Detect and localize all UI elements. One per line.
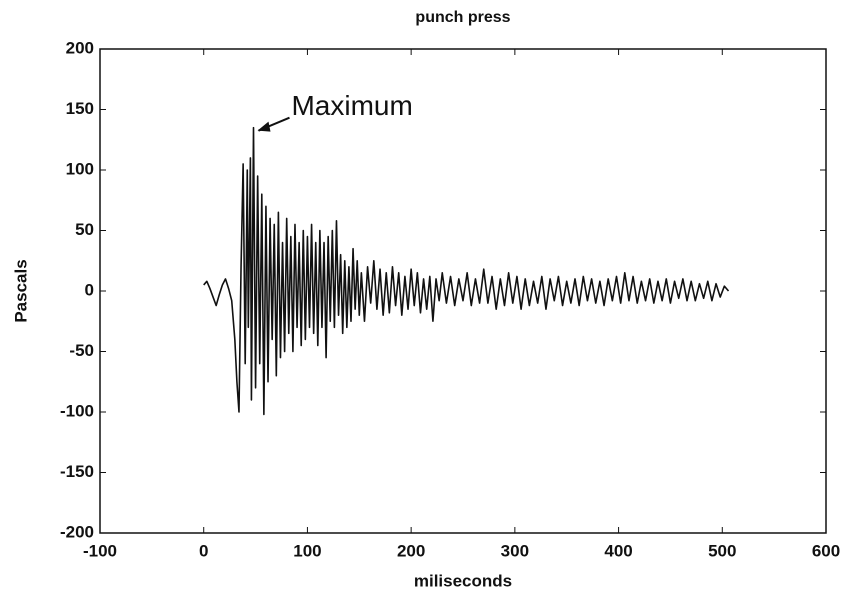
y-tick-label: 100 bbox=[66, 159, 94, 178]
x-tick-label: 0 bbox=[199, 541, 208, 560]
x-tick-label: 400 bbox=[604, 541, 632, 560]
x-tick-label: 200 bbox=[397, 541, 425, 560]
y-tick-label: -150 bbox=[60, 462, 94, 481]
x-tick-label: 600 bbox=[812, 541, 840, 560]
x-tick-label: -100 bbox=[83, 541, 117, 560]
annotation-arrowhead bbox=[257, 121, 271, 132]
signal-line bbox=[203, 126, 730, 416]
plot-frame bbox=[99, 48, 827, 534]
x-tick-label: 500 bbox=[708, 541, 736, 560]
y-tick-label: -200 bbox=[60, 522, 94, 541]
y-tick-label: -50 bbox=[69, 341, 94, 360]
y-tick-label: 0 bbox=[85, 280, 94, 299]
y-tick-label: 150 bbox=[66, 99, 94, 118]
x-tick-label: 300 bbox=[501, 541, 529, 560]
x-tick-label: 100 bbox=[293, 541, 321, 560]
y-tick-label: 200 bbox=[66, 38, 94, 57]
x-axis-label: miliseconds bbox=[414, 571, 512, 590]
y-tick-label: 50 bbox=[75, 220, 94, 239]
annotation: Maximum bbox=[291, 90, 412, 121]
y-tick-label: -100 bbox=[60, 401, 94, 420]
y-axis-label: Pascals bbox=[11, 259, 30, 322]
chart-title: punch press bbox=[415, 9, 510, 26]
